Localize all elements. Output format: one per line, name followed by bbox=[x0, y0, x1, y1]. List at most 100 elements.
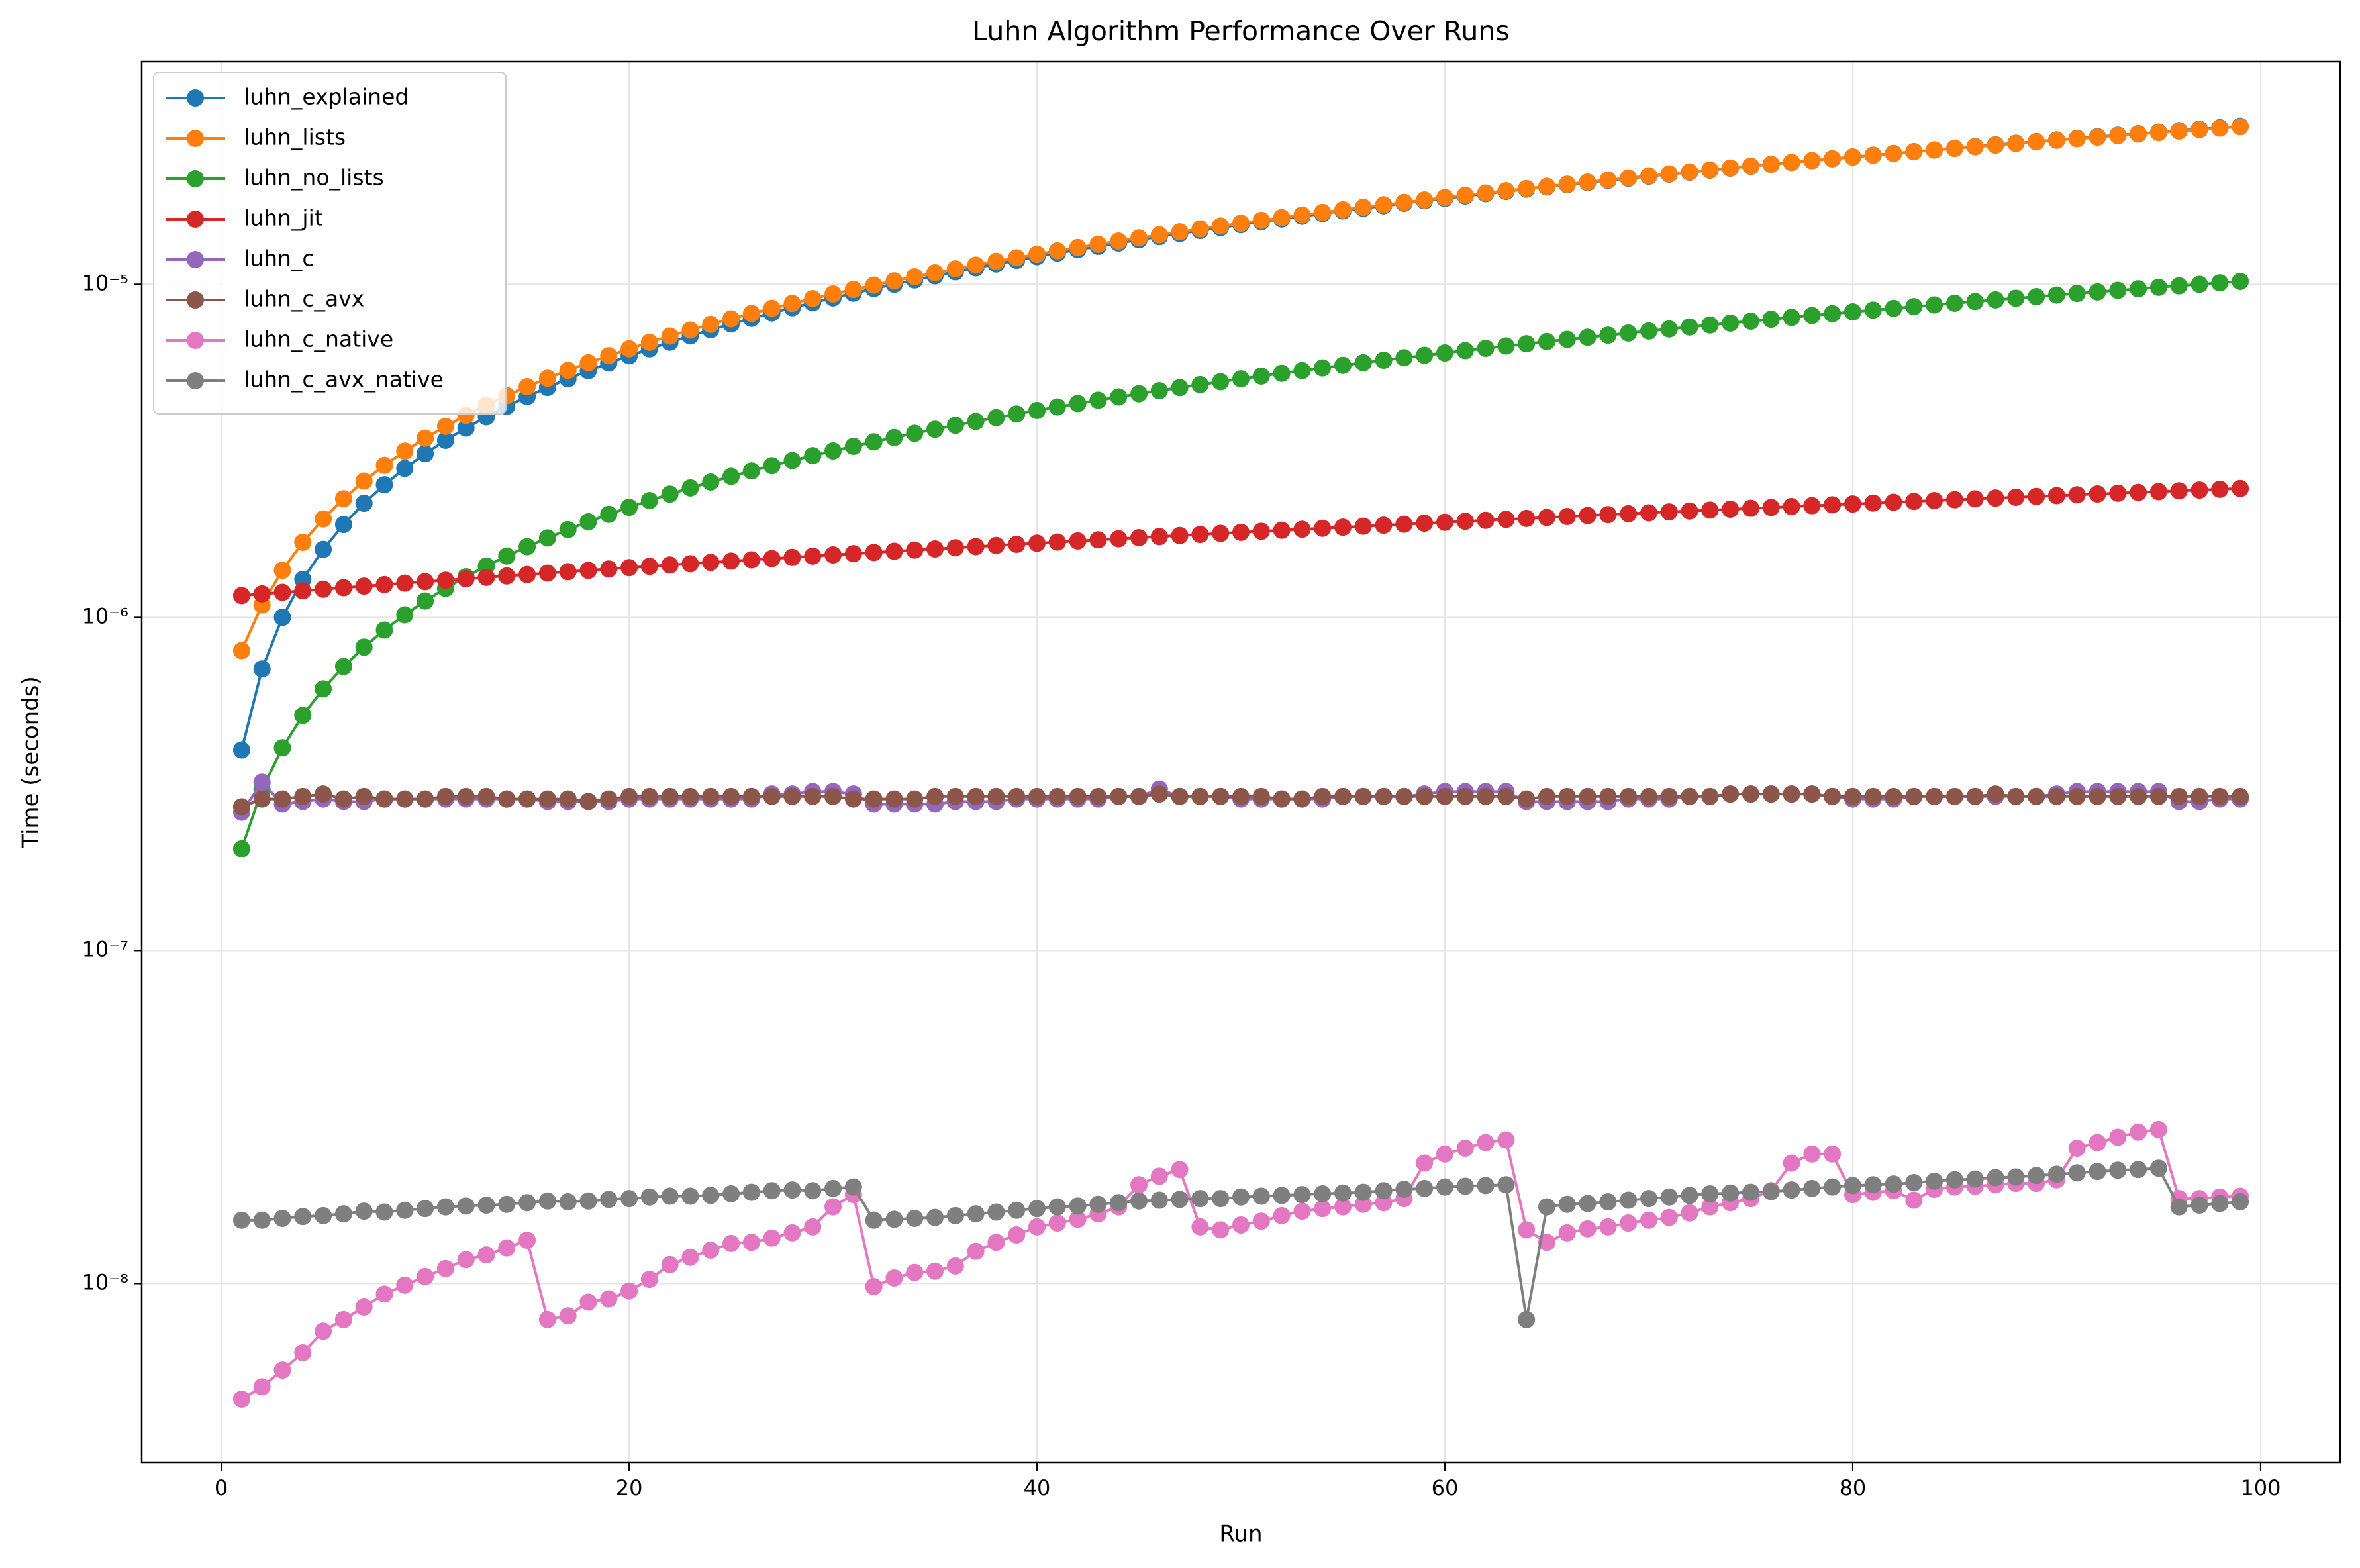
legend-marker bbox=[187, 251, 204, 268]
data-point bbox=[1171, 526, 1189, 544]
data-point bbox=[1110, 787, 1128, 805]
y-tick-label: 10⁻⁵ bbox=[82, 270, 128, 295]
data-point bbox=[2170, 122, 2188, 140]
data-point bbox=[2109, 126, 2127, 144]
data-point bbox=[1314, 1185, 1332, 1202]
data-point bbox=[2089, 485, 2106, 503]
data-point bbox=[1130, 787, 1148, 805]
data-point bbox=[1497, 1176, 1515, 1194]
data-point bbox=[355, 1202, 373, 1220]
data-point bbox=[1783, 785, 1800, 803]
data-point bbox=[2232, 118, 2249, 136]
data-point bbox=[661, 485, 679, 503]
data-point bbox=[742, 305, 760, 322]
data-point bbox=[1762, 499, 1780, 516]
data-point bbox=[579, 513, 597, 531]
data-point bbox=[294, 582, 312, 600]
data-point bbox=[1354, 787, 1372, 805]
data-point bbox=[885, 1269, 903, 1287]
data-point bbox=[722, 787, 740, 805]
data-point bbox=[559, 362, 577, 379]
data-point bbox=[1375, 787, 1393, 805]
legend-box bbox=[153, 72, 507, 415]
data-point bbox=[518, 1231, 536, 1249]
data-point bbox=[1293, 1186, 1311, 1204]
data-point bbox=[1436, 189, 1453, 207]
data-point bbox=[1150, 1167, 1168, 1185]
data-point bbox=[844, 790, 862, 808]
data-point bbox=[1252, 1187, 1270, 1205]
data-point bbox=[1334, 787, 1352, 805]
x-tick-label: 40 bbox=[1024, 1475, 1051, 1500]
data-point bbox=[2109, 1128, 2127, 1146]
data-point bbox=[1212, 217, 1230, 235]
data-point bbox=[620, 1282, 638, 1300]
data-point bbox=[315, 1322, 332, 1340]
data-point bbox=[2130, 280, 2147, 298]
data-point bbox=[1028, 1200, 1046, 1218]
data-point bbox=[1762, 785, 1780, 803]
data-point bbox=[844, 438, 862, 456]
data-point bbox=[1212, 373, 1230, 391]
data-point bbox=[1069, 238, 1087, 256]
data-point bbox=[1579, 1220, 1597, 1238]
data-point bbox=[824, 1179, 842, 1197]
data-point bbox=[804, 1218, 822, 1236]
data-point bbox=[620, 340, 638, 358]
data-point bbox=[1803, 497, 1821, 514]
data-point bbox=[1069, 532, 1087, 550]
data-point bbox=[1048, 242, 1066, 260]
data-point bbox=[1538, 509, 1555, 526]
data-point bbox=[518, 378, 536, 396]
data-point bbox=[600, 790, 618, 808]
data-point bbox=[1008, 787, 1026, 805]
data-point bbox=[1905, 143, 1923, 161]
data-point bbox=[1640, 504, 1657, 522]
data-point bbox=[1273, 1187, 1291, 1204]
data-point bbox=[967, 1205, 985, 1223]
data-point bbox=[1660, 320, 1678, 338]
data-point bbox=[1864, 787, 1882, 805]
data-point bbox=[1681, 163, 1698, 181]
legend-label: luhn_c_avx_native bbox=[244, 367, 444, 393]
data-point bbox=[804, 1182, 822, 1200]
data-point bbox=[824, 787, 842, 805]
data-point bbox=[742, 1183, 760, 1201]
data-point bbox=[1599, 1218, 1617, 1236]
ticks: 0 20 40 60 80 100 10⁻⁸ 10⁻⁷ 10⁻⁶ 10⁻⁵ bbox=[82, 270, 2281, 1500]
data-point bbox=[457, 787, 475, 805]
data-point bbox=[294, 787, 312, 805]
data-point bbox=[2068, 285, 2086, 303]
data-point bbox=[946, 1206, 964, 1224]
data-point bbox=[375, 1203, 393, 1221]
data-point bbox=[1008, 405, 1026, 423]
data-point bbox=[1334, 201, 1352, 219]
data-point bbox=[1518, 1221, 1536, 1239]
data-point bbox=[906, 790, 924, 808]
data-point bbox=[865, 433, 883, 451]
data-point bbox=[1987, 489, 2004, 507]
data-point bbox=[315, 1206, 332, 1224]
data-point bbox=[681, 321, 699, 339]
data-point bbox=[1008, 1226, 1026, 1244]
data-point bbox=[1844, 787, 1861, 805]
data-point bbox=[1375, 1194, 1393, 1212]
data-point bbox=[885, 272, 903, 290]
data-point bbox=[865, 1211, 883, 1229]
data-point bbox=[559, 563, 577, 581]
data-point bbox=[1089, 531, 1107, 549]
data-point bbox=[722, 552, 740, 570]
data-point bbox=[2089, 1134, 2106, 1152]
data-point bbox=[1681, 1187, 1698, 1204]
data-point bbox=[1008, 1201, 1026, 1219]
data-point bbox=[1558, 787, 1576, 805]
data-point bbox=[334, 1205, 352, 1223]
data-point bbox=[559, 520, 577, 538]
data-point bbox=[1293, 520, 1311, 538]
data-point bbox=[1456, 186, 1474, 204]
data-point bbox=[253, 585, 271, 603]
data-point bbox=[2047, 286, 2065, 304]
data-point bbox=[1885, 787, 1902, 805]
data-point bbox=[640, 558, 658, 575]
